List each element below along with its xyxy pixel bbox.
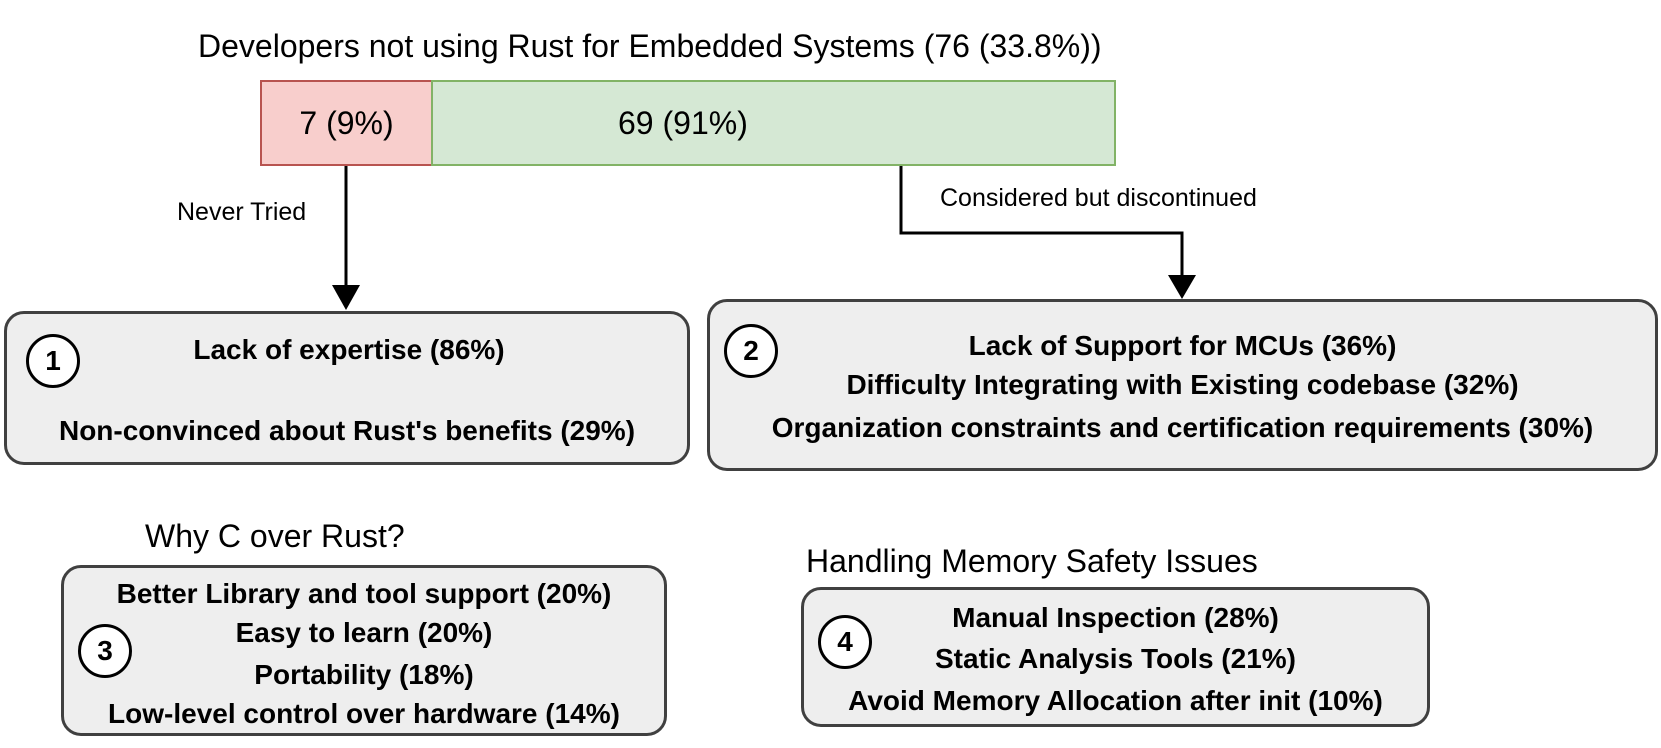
box-3-why-c: 3 Better Library and tool support (20%) … — [61, 565, 667, 736]
bar-segment-discontinued: 69 (91%) — [431, 80, 1116, 166]
reason-line: Difficulty Integrating with Existing cod… — [846, 369, 1519, 400]
arrow-considered — [899, 166, 1184, 280]
box-2-discontinued-reasons: 2 Lack of Support for MCUs (36%) Difficu… — [707, 299, 1658, 471]
number-badge-4: 4 — [818, 615, 872, 669]
diagram-title: Developers not using Rust for Embedded S… — [198, 28, 1102, 64]
box-4-heading: Handling Memory Safety Issues — [806, 543, 1258, 579]
box-1-never-tried-reasons: 1 Lack of expertise (86%) Non-convinced … — [4, 311, 690, 465]
reason-line: Static Analysis Tools (21%) — [935, 643, 1296, 674]
reason-line: Organization constraints and certificati… — [771, 412, 1594, 443]
reason-line: Low-level control over hardware (14%) — [108, 698, 620, 729]
reason-line: Avoid Memory Allocation after init (10%) — [848, 685, 1383, 716]
edge-label-never-tried: Never Tried — [177, 198, 307, 226]
box-4-memory-safety: 4 Manual Inspection (28%) Static Analysi… — [801, 587, 1430, 727]
reason-line: Lack of expertise (86%) — [193, 334, 505, 365]
edge-label-considered: Considered but discontinued — [940, 184, 1257, 212]
reason-line: Lack of Support for MCUs (36%) — [968, 330, 1397, 361]
bar-segment-never-tried: 7 (9%) — [260, 80, 433, 166]
number-badge-2: 2 — [724, 324, 778, 378]
reason-line: Easy to learn (20%) — [235, 617, 493, 648]
arrow-never-tried-head — [332, 285, 360, 310]
number-badge-1: 1 — [26, 334, 80, 388]
reason-line: Non-convinced about Rust's benefits (29%… — [58, 415, 636, 446]
arrow-considered-head — [1168, 275, 1196, 299]
reason-line: Portability (18%) — [254, 659, 474, 690]
reason-line: Manual Inspection (28%) — [952, 602, 1279, 633]
number-badge-3: 3 — [78, 624, 132, 678]
box-3-heading: Why C over Rust? — [145, 518, 405, 554]
reason-line: Better Library and tool support (20%) — [116, 578, 612, 609]
